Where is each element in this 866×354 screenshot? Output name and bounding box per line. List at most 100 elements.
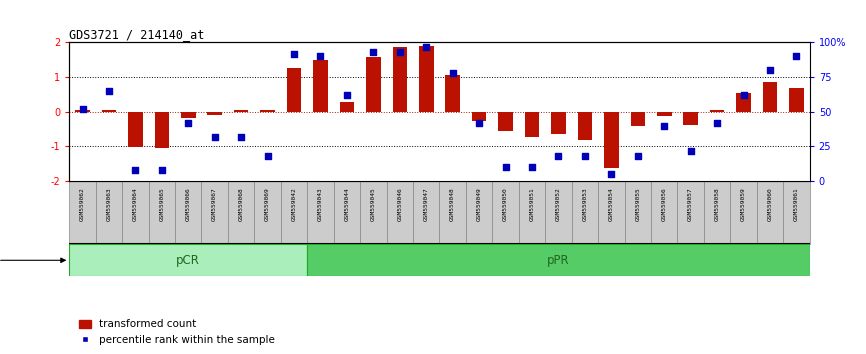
- Bar: [498, 112, 513, 131]
- Point: [75, 106, 89, 112]
- FancyBboxPatch shape: [69, 245, 307, 276]
- Bar: [472, 112, 487, 121]
- Legend: transformed count, percentile rank within the sample: transformed count, percentile rank withi…: [74, 315, 280, 349]
- Text: GSM559043: GSM559043: [318, 187, 323, 221]
- Point: [261, 153, 275, 159]
- Text: GSM559055: GSM559055: [636, 187, 640, 221]
- Text: GSM559050: GSM559050: [503, 187, 508, 221]
- Text: GSM559059: GSM559059: [741, 187, 746, 221]
- Point: [657, 123, 671, 129]
- FancyBboxPatch shape: [122, 181, 149, 245]
- Point: [578, 153, 591, 159]
- Text: GDS3721 / 214140_at: GDS3721 / 214140_at: [69, 28, 204, 41]
- Text: GSM559067: GSM559067: [212, 187, 217, 221]
- Point: [313, 53, 327, 59]
- Bar: [154, 112, 169, 148]
- Bar: [789, 88, 804, 112]
- Text: GSM559054: GSM559054: [609, 187, 614, 221]
- FancyBboxPatch shape: [651, 181, 677, 245]
- Point: [234, 134, 248, 139]
- Text: GSM559042: GSM559042: [292, 187, 296, 221]
- Bar: [128, 112, 143, 147]
- Text: GSM559045: GSM559045: [371, 187, 376, 221]
- Point: [737, 92, 751, 98]
- Bar: [75, 110, 90, 112]
- FancyBboxPatch shape: [598, 181, 624, 245]
- Text: GSM559061: GSM559061: [794, 187, 799, 221]
- FancyBboxPatch shape: [69, 181, 96, 245]
- Text: GSM559048: GSM559048: [450, 187, 456, 221]
- Text: GSM559051: GSM559051: [529, 187, 534, 221]
- FancyBboxPatch shape: [757, 181, 783, 245]
- Point: [552, 153, 565, 159]
- Point: [181, 120, 195, 126]
- Text: pCR: pCR: [177, 254, 200, 267]
- Text: GSM559063: GSM559063: [107, 187, 112, 221]
- FancyBboxPatch shape: [572, 181, 598, 245]
- FancyBboxPatch shape: [439, 181, 466, 245]
- FancyBboxPatch shape: [386, 181, 413, 245]
- Text: GSM559066: GSM559066: [186, 187, 191, 221]
- FancyBboxPatch shape: [360, 181, 386, 245]
- Point: [472, 120, 486, 126]
- Point: [419, 44, 433, 50]
- Point: [763, 67, 777, 73]
- Text: GSM559052: GSM559052: [556, 187, 561, 221]
- Bar: [313, 60, 327, 112]
- Point: [128, 167, 142, 173]
- Bar: [683, 112, 698, 125]
- Text: GSM559058: GSM559058: [714, 187, 720, 221]
- Point: [340, 92, 354, 98]
- Point: [155, 167, 169, 173]
- FancyBboxPatch shape: [255, 181, 281, 245]
- Bar: [392, 47, 407, 112]
- Bar: [657, 112, 671, 116]
- Text: GSM559053: GSM559053: [583, 187, 587, 221]
- FancyBboxPatch shape: [730, 181, 757, 245]
- Text: GSM559047: GSM559047: [423, 187, 429, 221]
- Point: [366, 49, 380, 55]
- Bar: [234, 110, 249, 112]
- Point: [446, 70, 460, 76]
- FancyBboxPatch shape: [519, 181, 546, 245]
- Text: GSM559062: GSM559062: [80, 187, 85, 221]
- FancyBboxPatch shape: [175, 181, 202, 245]
- Bar: [181, 112, 196, 118]
- Bar: [578, 112, 592, 140]
- Text: GSM559057: GSM559057: [688, 187, 693, 221]
- Bar: [261, 110, 275, 112]
- Text: GSM559065: GSM559065: [159, 187, 165, 221]
- Bar: [552, 112, 565, 133]
- FancyBboxPatch shape: [783, 181, 810, 245]
- FancyBboxPatch shape: [704, 181, 730, 245]
- Bar: [763, 82, 778, 112]
- Bar: [736, 93, 751, 112]
- Bar: [208, 112, 222, 115]
- FancyBboxPatch shape: [413, 181, 439, 245]
- Text: GSM559068: GSM559068: [239, 187, 243, 221]
- FancyBboxPatch shape: [228, 181, 255, 245]
- FancyBboxPatch shape: [307, 181, 333, 245]
- FancyBboxPatch shape: [624, 181, 651, 245]
- Text: GSM559069: GSM559069: [265, 187, 270, 221]
- Bar: [525, 112, 540, 137]
- FancyBboxPatch shape: [546, 181, 572, 245]
- FancyBboxPatch shape: [96, 181, 122, 245]
- Bar: [287, 68, 301, 112]
- Point: [525, 164, 539, 170]
- Text: GSM559046: GSM559046: [397, 187, 403, 221]
- Point: [288, 51, 301, 56]
- Bar: [339, 102, 354, 112]
- FancyBboxPatch shape: [493, 181, 519, 245]
- Bar: [604, 112, 618, 168]
- Point: [604, 171, 618, 177]
- Bar: [710, 110, 725, 112]
- FancyBboxPatch shape: [281, 181, 307, 245]
- FancyBboxPatch shape: [202, 181, 228, 245]
- Point: [710, 120, 724, 126]
- Text: GSM559044: GSM559044: [345, 187, 350, 221]
- FancyBboxPatch shape: [466, 181, 493, 245]
- Point: [631, 153, 645, 159]
- Point: [790, 53, 804, 59]
- Text: pPR: pPR: [547, 254, 570, 267]
